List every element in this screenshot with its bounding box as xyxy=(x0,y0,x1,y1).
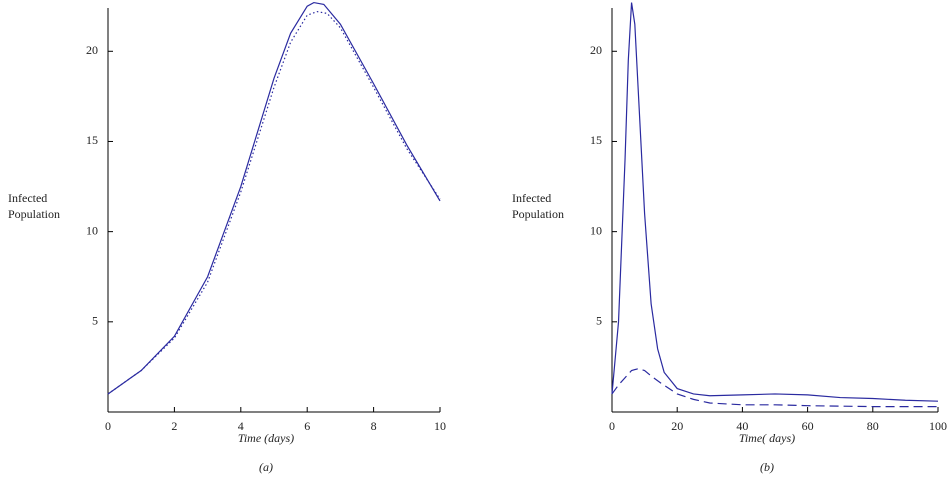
y-tick-label: 10 xyxy=(86,223,98,237)
y-tick-label: 15 xyxy=(590,133,602,147)
y-axis-label: Infected xyxy=(8,191,47,205)
y-axis-label: Population xyxy=(512,207,564,221)
y-tick-label: 5 xyxy=(92,314,98,328)
x-tick-label: 10 xyxy=(434,419,446,433)
line-series xyxy=(611,368,938,408)
y-tick-label: 10 xyxy=(590,223,602,237)
x-tick-label: 8 xyxy=(371,419,377,433)
x-tick-label: 20 xyxy=(671,419,683,433)
x-tick-label: 6 xyxy=(304,419,310,433)
caption: (a) xyxy=(259,460,273,474)
x-tick-label: 2 xyxy=(171,419,177,433)
x-tick-label: 40 xyxy=(736,419,748,433)
y-tick-label: 20 xyxy=(590,43,602,57)
y-axis-label: Infected xyxy=(512,191,551,205)
y-tick-label: 15 xyxy=(86,133,98,147)
y-tick-label: 5 xyxy=(596,314,602,328)
x-tick-label: 100 xyxy=(929,419,947,433)
x-tick-label: 0 xyxy=(609,419,615,433)
x-axis-label: Time( days) xyxy=(739,431,795,445)
line-series xyxy=(107,10,441,395)
x-tick-label: 80 xyxy=(867,419,879,433)
x-axis-label: Time (days) xyxy=(238,431,294,445)
x-tick-label: 4 xyxy=(238,419,244,433)
line-series xyxy=(611,2,939,402)
caption: (b) xyxy=(760,460,774,474)
x-tick-label: 60 xyxy=(802,419,814,433)
y-axis-label: Population xyxy=(8,207,60,221)
y-tick-label: 20 xyxy=(86,43,98,57)
x-tick-label: 0 xyxy=(105,419,111,433)
line-series xyxy=(107,1,441,395)
